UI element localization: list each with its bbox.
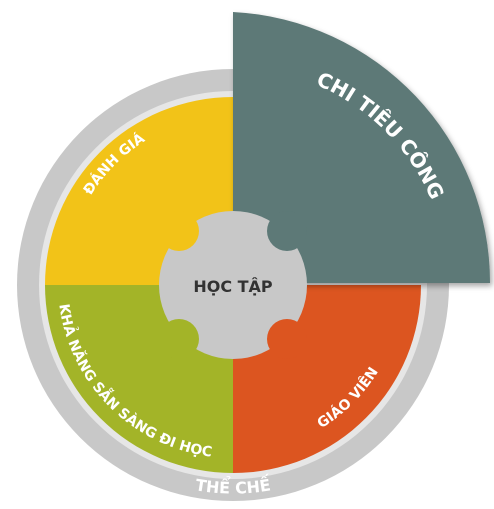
center-label: HỌC TẬP (193, 276, 273, 296)
hub-notch (159, 211, 199, 251)
hub-notch (159, 319, 199, 359)
hub-notch (267, 319, 307, 359)
center-hub (159, 211, 307, 359)
hub-notch (267, 211, 307, 251)
